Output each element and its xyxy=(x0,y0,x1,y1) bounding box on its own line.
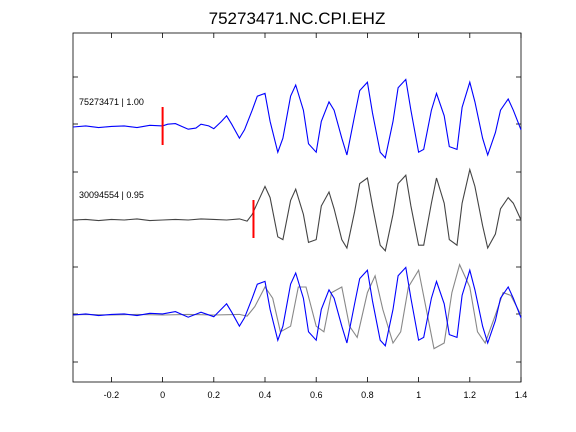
x-tick-label: 1.4 xyxy=(515,390,528,400)
overlay-trace-line xyxy=(72,262,522,350)
overlay-trace-line xyxy=(72,266,522,347)
x-tick-label: 0.4 xyxy=(259,390,272,400)
x-tick-label: 1 xyxy=(416,390,421,400)
x-tick-label: 0 xyxy=(160,390,165,400)
x-tick-label: 1.2 xyxy=(464,390,477,400)
x-tick-label: 0.2 xyxy=(208,390,221,400)
x-tick-label: 0.8 xyxy=(361,390,374,400)
trace-label: 75273471 | 1.00 xyxy=(79,97,144,107)
x-tick-label: 0.6 xyxy=(310,390,323,400)
plot-frame xyxy=(72,32,522,383)
x-axis: -0.2 0 0.2 0.4 0.6 0.8 1 1.2 1.4 xyxy=(104,33,528,400)
traces: 75273471 | 1.00 30094554 | 0.95 xyxy=(72,78,522,350)
trace-line xyxy=(72,167,522,252)
x-tick-label: -0.2 xyxy=(104,390,120,400)
trace-label: 30094554 | 0.95 xyxy=(79,190,144,200)
chart-title: 75273471.NC.CPI.EHZ xyxy=(209,9,386,28)
trace-line xyxy=(72,78,522,159)
